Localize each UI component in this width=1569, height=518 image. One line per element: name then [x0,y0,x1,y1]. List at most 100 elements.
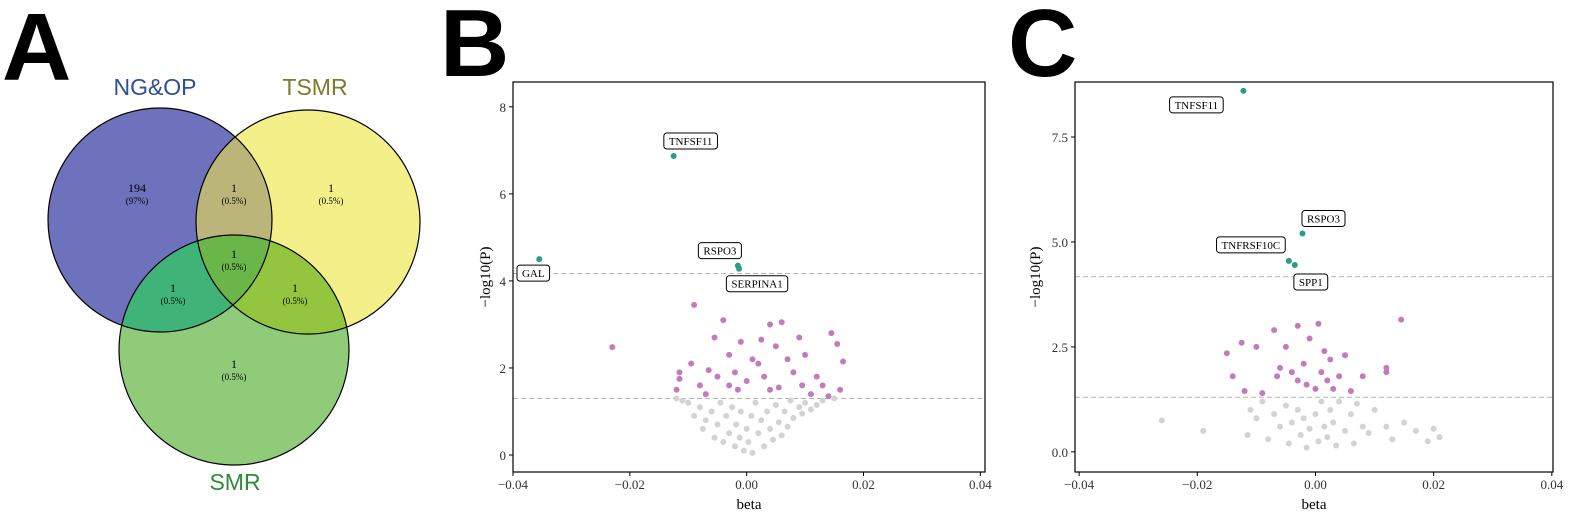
point [729,404,736,411]
set-outline [118,234,350,466]
point [536,256,543,263]
y-tick-label: 5.0 [1052,235,1068,250]
point [711,434,718,441]
point [699,425,706,432]
point [702,417,709,424]
point [781,408,788,415]
point [790,415,797,422]
point [726,351,733,358]
point [755,430,762,437]
point [799,382,806,389]
region-share: (0.5%) [283,296,308,306]
point [1271,327,1278,334]
point-label-box [1293,273,1329,291]
point [1282,343,1289,350]
point [819,397,826,404]
point [819,382,826,389]
point [772,401,779,408]
point [1158,417,1165,424]
point [743,378,750,385]
point [1315,438,1322,445]
point [1306,425,1313,432]
set-name: NG&OP [113,74,196,100]
point [737,338,744,345]
point [813,401,820,408]
point [1200,427,1207,434]
point-label: RSPO3 [1307,214,1341,226]
x-tick-label: −0.04 [1064,477,1095,492]
point [679,397,686,404]
point [1350,440,1357,447]
point [784,356,791,363]
x-tick-label: −0.02 [615,477,645,492]
point [1359,423,1366,430]
point [734,386,741,393]
point [1312,411,1319,418]
set-outline [195,109,421,335]
y-tick-label: 4 [500,274,507,289]
point [691,412,698,419]
x-axis-label: beta [1302,497,1327,513]
y-tick-label: 7.5 [1052,130,1068,145]
point [758,336,765,343]
point [737,408,744,415]
point [673,386,680,393]
point [736,434,743,441]
point [1238,339,1245,346]
panel-letter: A [2,0,71,101]
point [778,319,785,326]
point [1285,440,1292,447]
x-axis-label: beta [737,497,762,513]
point [758,417,765,424]
point-label-box [697,242,742,260]
point [749,449,756,456]
point [1336,373,1343,380]
point [825,393,832,400]
x-tick-label: 0.02 [1422,477,1445,492]
panel-letter: B [440,0,509,97]
point [1223,350,1230,357]
point [1318,369,1325,376]
point [688,360,695,367]
point [1430,425,1437,432]
y-tick-label: 2.5 [1052,340,1068,355]
point-label-box [663,132,718,150]
region-count: 194 [128,181,146,195]
point [723,412,730,419]
point [673,395,680,402]
point [726,430,733,437]
point [1303,381,1310,388]
region-count: 1 [231,247,237,261]
point [1306,335,1313,342]
x-tick-label: 0.00 [735,477,758,492]
point-label-box [725,275,789,293]
region-share: (0.5%) [161,296,186,306]
point [685,399,692,406]
point [752,399,759,406]
point [1315,320,1322,327]
region-share: (0.5%) [319,196,344,206]
point [828,330,835,337]
point [802,399,809,406]
region-share: (97%) [126,196,149,206]
y-axis-label: −log10(P) [478,247,494,308]
point [1327,406,1334,413]
point [696,382,703,389]
point [1294,377,1301,384]
point [1424,438,1431,445]
point-label-box [1169,96,1224,114]
point [1347,411,1354,418]
point [748,412,755,419]
x-tick-label: 0.02 [852,477,875,492]
point [1240,87,1247,94]
point [784,423,791,430]
point-label-box [516,264,551,282]
point [1389,436,1396,443]
y-tick-label: 0.0 [1052,445,1068,460]
point [1401,419,1408,426]
point-label: TNFSF11 [1175,100,1219,112]
point [767,425,774,432]
point [1282,402,1289,409]
point [775,384,782,391]
